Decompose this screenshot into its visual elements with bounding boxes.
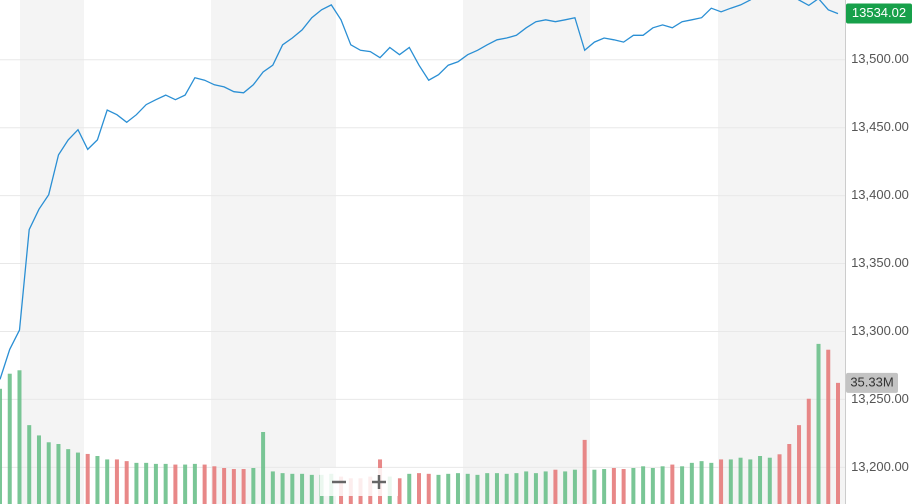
volume-bar: [36, 435, 41, 504]
y-tick-label: 13,250.00: [851, 391, 909, 406]
volume-bar: [173, 464, 178, 504]
volume-bar: [114, 459, 119, 504]
volume-bar: [397, 478, 402, 504]
volume-bar: [446, 473, 451, 504]
volume-bar: [524, 471, 529, 504]
volume-bar: [222, 468, 227, 504]
volume-bar: [553, 469, 558, 504]
volume-bar: [787, 444, 792, 504]
volume-bar: [816, 343, 821, 504]
volume-bar: [563, 471, 568, 504]
volume-bar: [75, 452, 80, 504]
volume-bar: [709, 462, 714, 504]
volume-bar: [202, 464, 207, 504]
volume-bar: [46, 442, 51, 504]
volume-bar: [27, 425, 32, 504]
volume-bar: [485, 473, 490, 504]
volume-bar: [309, 474, 314, 504]
volume-bar: [212, 466, 217, 504]
volume-bar: [806, 398, 811, 504]
volume-bar: [66, 449, 71, 504]
volume-bar: [426, 473, 431, 504]
volume-bar: [7, 373, 12, 504]
volume-bar: [241, 469, 246, 504]
last-price-label: 13534.02: [852, 5, 906, 20]
volume-bar: [504, 473, 509, 504]
volume-bar: [728, 459, 733, 504]
volume-bar: [514, 473, 519, 504]
volume-bar: [650, 468, 655, 504]
volume-bar: [680, 466, 685, 504]
volume-bar: [95, 456, 100, 504]
zoom-control: [320, 468, 398, 496]
volume-bar: [670, 464, 675, 504]
y-tick-label: 13,450.00: [851, 119, 909, 134]
volume-bar: [17, 370, 22, 504]
volume-bar: [543, 471, 548, 504]
volume-bar: [56, 444, 61, 504]
volume-bar: [261, 432, 266, 504]
volume-bar: [455, 473, 460, 504]
volume-bar: [105, 459, 110, 504]
volume-bar: [582, 439, 587, 504]
volume-bar: [192, 463, 197, 504]
price-line: [0, 0, 839, 380]
volume-bar: [0, 388, 2, 504]
volume-bar: [621, 469, 626, 504]
volume-bar: [533, 473, 538, 504]
session-band: [718, 0, 845, 504]
volume-bar: [602, 469, 607, 504]
volume-bar: [183, 464, 188, 504]
volume-bar: [611, 468, 616, 504]
volume-bar: [436, 474, 441, 504]
volume-bar: [826, 349, 831, 504]
volume-bar: [797, 425, 802, 504]
volume-bar: [748, 459, 753, 504]
volume-bar: [641, 466, 646, 504]
session-band: [20, 0, 84, 504]
volume-bar: [124, 461, 129, 504]
volume-bar: [758, 456, 763, 504]
y-tick-label: 13,200.00: [851, 459, 909, 474]
session-band: [463, 0, 590, 504]
zoom-panel: [320, 468, 398, 496]
volume-bar: [777, 454, 782, 504]
volume-bar: [592, 469, 597, 504]
y-tick-label: 13,350.00: [851, 255, 909, 270]
volume-bar: [153, 463, 158, 504]
volume-bar: [494, 473, 499, 504]
y-tick-label: 13,400.00: [851, 187, 909, 202]
last-price-box: [846, 3, 912, 24]
volume-bar: [300, 473, 305, 504]
last-volume-label: 35.33M: [850, 374, 893, 389]
last-volume-box: [846, 372, 898, 393]
volume-bar: [231, 469, 236, 504]
volume-bar: [270, 471, 275, 504]
volume-bar: [465, 473, 470, 504]
volume-bar: [738, 457, 743, 504]
zoom-in[interactable]: [372, 475, 386, 489]
volume-bar: [134, 462, 139, 504]
volume-bar: [572, 469, 577, 504]
y-tick-label: 13,300.00: [851, 323, 909, 338]
volume-bar: [719, 459, 724, 504]
volume-bar: [475, 474, 480, 504]
volume-bar: [660, 466, 665, 504]
volume-bar: [85, 453, 90, 504]
volume-bar: [631, 468, 636, 504]
volume-bar: [836, 382, 840, 504]
volume-bar: [699, 461, 704, 504]
volume-bar: [290, 473, 295, 504]
volume-bar: [407, 473, 412, 504]
volume-bar: [251, 468, 256, 504]
volume-bar: [689, 462, 694, 504]
volume-bar: [163, 463, 168, 504]
volume-bar: [767, 457, 772, 504]
y-tick-label: 13,500.00: [851, 51, 909, 66]
volume-bar: [144, 462, 149, 504]
volume-bar: [417, 473, 421, 504]
volume-bar: [280, 473, 285, 504]
session-band: [211, 0, 336, 504]
